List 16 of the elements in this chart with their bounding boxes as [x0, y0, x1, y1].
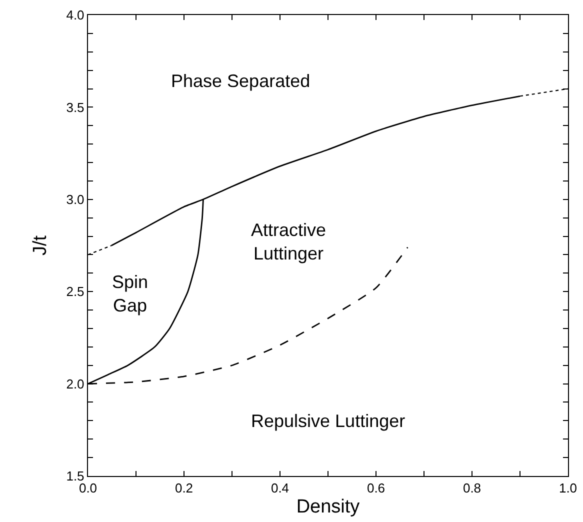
x-tick-label: 1.0	[558, 480, 578, 496]
y-tick-label: 4.0	[66, 8, 84, 23]
annotation: Repulsive Luttinger	[251, 411, 406, 431]
y-tick-label: 2.0	[66, 376, 84, 392]
y-tick-label: 3.5	[66, 100, 84, 115]
y-tick-label: 2.5	[66, 284, 84, 300]
annotation: Spin Gap	[112, 272, 148, 316]
x-tick-label: 0.4	[270, 480, 290, 496]
annotation: Phase Separated	[171, 71, 310, 91]
x-axis-title: Density	[296, 496, 360, 518]
x-tick-label: 0.6	[366, 480, 386, 496]
y-axis-title: J/t	[30, 234, 52, 256]
x-tick-label: 0.2	[174, 480, 194, 496]
y-tick-label: 3.0	[66, 192, 84, 207]
annotation: Attractive Luttinger	[251, 220, 326, 264]
x-tick-label: 0.8	[462, 480, 482, 496]
